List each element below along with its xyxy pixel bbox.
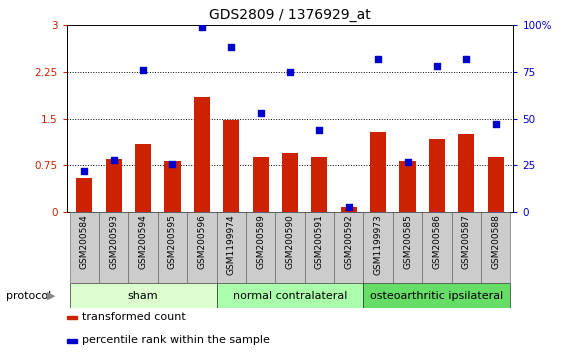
- Text: transformed count: transformed count: [82, 312, 186, 322]
- Text: GSM1199973: GSM1199973: [374, 215, 383, 275]
- Bar: [276, 212, 304, 283]
- Bar: [187, 212, 216, 283]
- Text: percentile rank within the sample: percentile rank within the sample: [82, 335, 270, 345]
- Text: GSM200593: GSM200593: [109, 215, 118, 269]
- Bar: [216, 283, 364, 308]
- Bar: [304, 212, 334, 283]
- Point: [79, 168, 89, 174]
- Point: [139, 67, 148, 73]
- Text: GSM200595: GSM200595: [168, 215, 177, 269]
- Bar: [340, 207, 357, 212]
- Text: GSM200591: GSM200591: [315, 215, 324, 269]
- Bar: [70, 283, 216, 308]
- Text: GSM200588: GSM200588: [491, 215, 500, 269]
- Bar: [429, 139, 445, 212]
- Point: [197, 24, 206, 29]
- Text: GSM1199974: GSM1199974: [227, 215, 235, 275]
- Bar: [76, 178, 92, 212]
- Point: [315, 127, 324, 133]
- Point: [403, 159, 412, 165]
- Bar: [252, 158, 269, 212]
- Bar: [393, 212, 422, 283]
- Point: [109, 157, 118, 163]
- Bar: [364, 212, 393, 283]
- Bar: [70, 212, 99, 283]
- Bar: [67, 339, 77, 343]
- Text: GSM200594: GSM200594: [139, 215, 147, 269]
- Bar: [370, 132, 386, 212]
- Text: GSM200585: GSM200585: [403, 215, 412, 269]
- Text: GSM200587: GSM200587: [462, 215, 471, 269]
- Bar: [106, 159, 122, 212]
- Text: protocol: protocol: [6, 291, 51, 301]
- Bar: [216, 212, 246, 283]
- Text: normal contralateral: normal contralateral: [233, 291, 347, 301]
- Point: [462, 56, 471, 61]
- Text: GSM200596: GSM200596: [197, 215, 206, 269]
- Text: osteoarthritic ipsilateral: osteoarthritic ipsilateral: [370, 291, 503, 301]
- Text: GSM200584: GSM200584: [80, 215, 89, 269]
- Text: GSM200590: GSM200590: [285, 215, 295, 269]
- Bar: [334, 212, 364, 283]
- Title: GDS2809 / 1376929_at: GDS2809 / 1376929_at: [209, 8, 371, 22]
- Point: [256, 110, 265, 116]
- Point: [227, 45, 236, 50]
- Text: ▶: ▶: [46, 291, 55, 301]
- Bar: [400, 161, 416, 212]
- Text: GSM200592: GSM200592: [345, 215, 353, 269]
- Bar: [458, 134, 474, 212]
- Bar: [194, 97, 210, 212]
- Bar: [135, 144, 151, 212]
- Bar: [246, 212, 276, 283]
- Bar: [282, 153, 298, 212]
- Point: [491, 121, 501, 127]
- Text: GSM200589: GSM200589: [256, 215, 265, 269]
- Text: sham: sham: [128, 291, 158, 301]
- Bar: [223, 120, 240, 212]
- Bar: [422, 212, 452, 283]
- Point: [285, 69, 295, 74]
- Bar: [67, 316, 77, 319]
- Bar: [481, 212, 510, 283]
- Bar: [364, 283, 510, 308]
- Bar: [452, 212, 481, 283]
- Text: GSM200586: GSM200586: [433, 215, 441, 269]
- Bar: [99, 212, 128, 283]
- Bar: [311, 158, 328, 212]
- Point: [374, 56, 383, 61]
- Bar: [164, 161, 180, 212]
- Bar: [158, 212, 187, 283]
- Bar: [488, 158, 504, 212]
- Bar: [128, 212, 158, 283]
- Point: [168, 161, 177, 166]
- Point: [344, 204, 353, 210]
- Point: [432, 63, 441, 69]
